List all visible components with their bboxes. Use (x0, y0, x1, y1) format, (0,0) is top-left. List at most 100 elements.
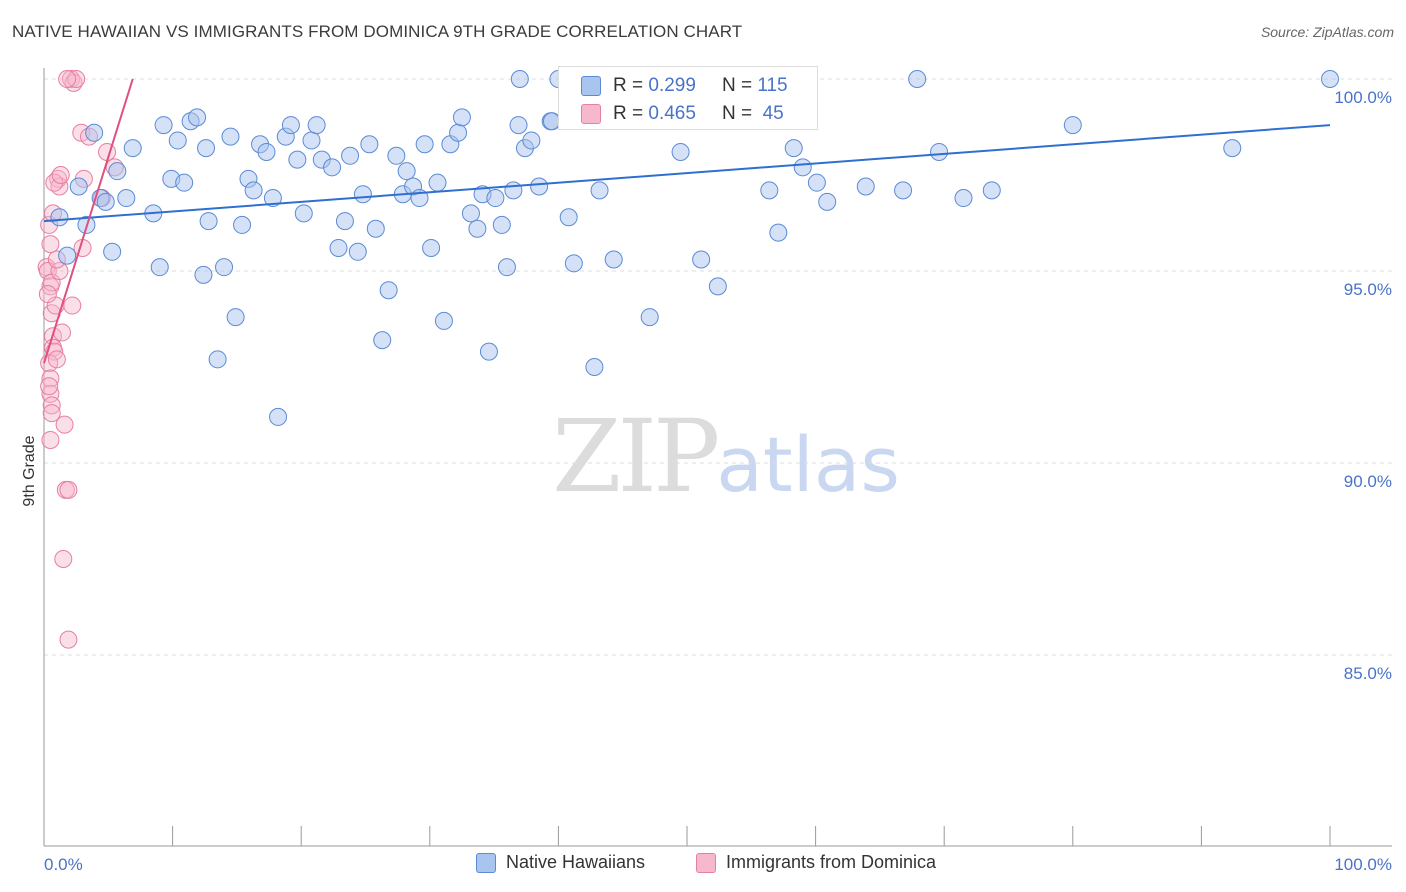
hawaiian-point (982, 181, 1001, 200)
x-tick-label-min: 0.0% (44, 855, 83, 874)
dominica-point (41, 384, 60, 403)
hawaiian-point (807, 173, 826, 192)
hawaiian-point (307, 116, 326, 135)
hawaiian-point (486, 189, 505, 208)
stats-legend-box: R = 0.299 N = 115 R = 0.465 N = 45 (558, 66, 818, 130)
x-ticks (43, 826, 1331, 846)
r-label-blue: R = (613, 75, 644, 96)
y-tick-label: 90.0% (1344, 472, 1392, 491)
hawaiian-point (123, 139, 142, 158)
hawaiian-point (335, 212, 354, 231)
dominica-point (54, 550, 73, 568)
hawaiian-point (117, 189, 136, 208)
hawaiian-point (604, 250, 623, 269)
dominica-point (59, 480, 78, 499)
dominica-point (42, 404, 61, 423)
hawaiian-point (692, 250, 711, 269)
r-label-pink: R = (613, 103, 644, 124)
hawaiian-point (323, 158, 342, 177)
bottom-legend: Native Hawaiians Immigrants from Dominic… (0, 850, 1406, 880)
hawaiian-point (58, 246, 77, 265)
hawaiian-point (288, 150, 307, 169)
axes (43, 68, 1392, 847)
hawaiian-point (510, 70, 529, 88)
dominica-point (47, 350, 66, 369)
hawaiian-point (103, 242, 122, 261)
hawaiian-point (894, 181, 913, 200)
hawaiian-point (294, 204, 313, 223)
legend-label-hawaiians: Native Hawaiians (506, 852, 646, 872)
gridlines (44, 78, 1392, 656)
dominica-point (67, 70, 86, 88)
hawaiian-point (168, 131, 187, 150)
hawaiian-point (175, 173, 194, 192)
dominica-point (41, 430, 60, 449)
hawaiian-point (452, 108, 471, 127)
hawaiian-trend-line (43, 124, 1331, 223)
dominica-point (51, 166, 70, 184)
y-tick-label: 85.0% (1344, 664, 1392, 683)
hawaiian-point (348, 242, 367, 261)
dominica-point (98, 142, 117, 161)
hawaiian-point (208, 350, 227, 369)
trend-lines (43, 78, 1331, 364)
r-value-blue: 0.299 (648, 75, 696, 96)
hawaiian-point (199, 212, 218, 231)
dominica-point (41, 235, 60, 254)
x-tick-label-max: 100.0% (1334, 855, 1392, 874)
y-tick-label: 95.0% (1344, 280, 1392, 299)
hawaiian-point (263, 189, 282, 208)
hawaiian-point (397, 162, 416, 181)
hawaiian-point (233, 215, 252, 234)
hawaiian-point (564, 254, 583, 273)
hawaiian-point (302, 131, 321, 150)
hawaiian-point (1321, 70, 1339, 88)
dominica-point (50, 262, 69, 280)
hawaiian-point (188, 108, 207, 127)
hawaiian-point (449, 123, 468, 142)
hawaiian-point (341, 146, 360, 165)
dominica-trend-line (43, 78, 134, 364)
hawaiian-point (373, 331, 392, 350)
dominica-point (41, 369, 60, 388)
hawaiian-point (85, 123, 104, 142)
hawaiian-point (1063, 116, 1082, 135)
legend-label-dominica: Immigrants from Dominica (726, 852, 937, 872)
dominica-point (42, 396, 61, 415)
dominica-point (59, 630, 78, 649)
n-value-blue: 115 (757, 75, 788, 96)
hawaiian-point (522, 131, 541, 150)
y-tick-labels: 85.0% 90.0% 95.0% 100.0% (1334, 88, 1392, 683)
dominica-point (63, 296, 82, 315)
y-tick-label: 100.0% (1334, 88, 1392, 107)
hawaiian-point (784, 139, 803, 158)
pink-swatch (581, 104, 601, 124)
hawaiian-point (509, 116, 528, 135)
hawaiian-point (760, 181, 779, 200)
hawaiian-point (708, 277, 727, 296)
hawaiian-point (50, 208, 69, 227)
watermark-zip: ZIP (552, 398, 720, 515)
blue-swatch (581, 76, 601, 96)
hawaiian-point (387, 146, 406, 165)
hawaiian-point (530, 177, 549, 196)
hawaiian-point (492, 215, 511, 234)
hawaiian-point (96, 192, 115, 211)
hawaiian-point (908, 70, 927, 88)
hawaiian-point (215, 258, 234, 277)
n-value-pink: 45 (762, 103, 784, 124)
hawaiian-point (197, 139, 216, 158)
hawaiian-point (379, 281, 398, 300)
legend-item-dominica[interactable]: Immigrants from Dominica (696, 852, 936, 873)
hawaiian-point (269, 407, 288, 426)
watermark: ZIPatlas (552, 398, 900, 515)
hawaiian-point (108, 162, 127, 181)
hawaiian-point (329, 238, 348, 257)
hawaiian-point (793, 158, 812, 177)
dominica-point (55, 415, 74, 434)
legend-item-hawaiians[interactable]: Native Hawaiians (476, 852, 645, 873)
hawaiian-point (422, 238, 441, 257)
stats-row-pink: R = 0.465 N = 45 (581, 101, 784, 127)
legend-swatch-pink (696, 852, 716, 873)
hawaiian-point (154, 116, 173, 135)
